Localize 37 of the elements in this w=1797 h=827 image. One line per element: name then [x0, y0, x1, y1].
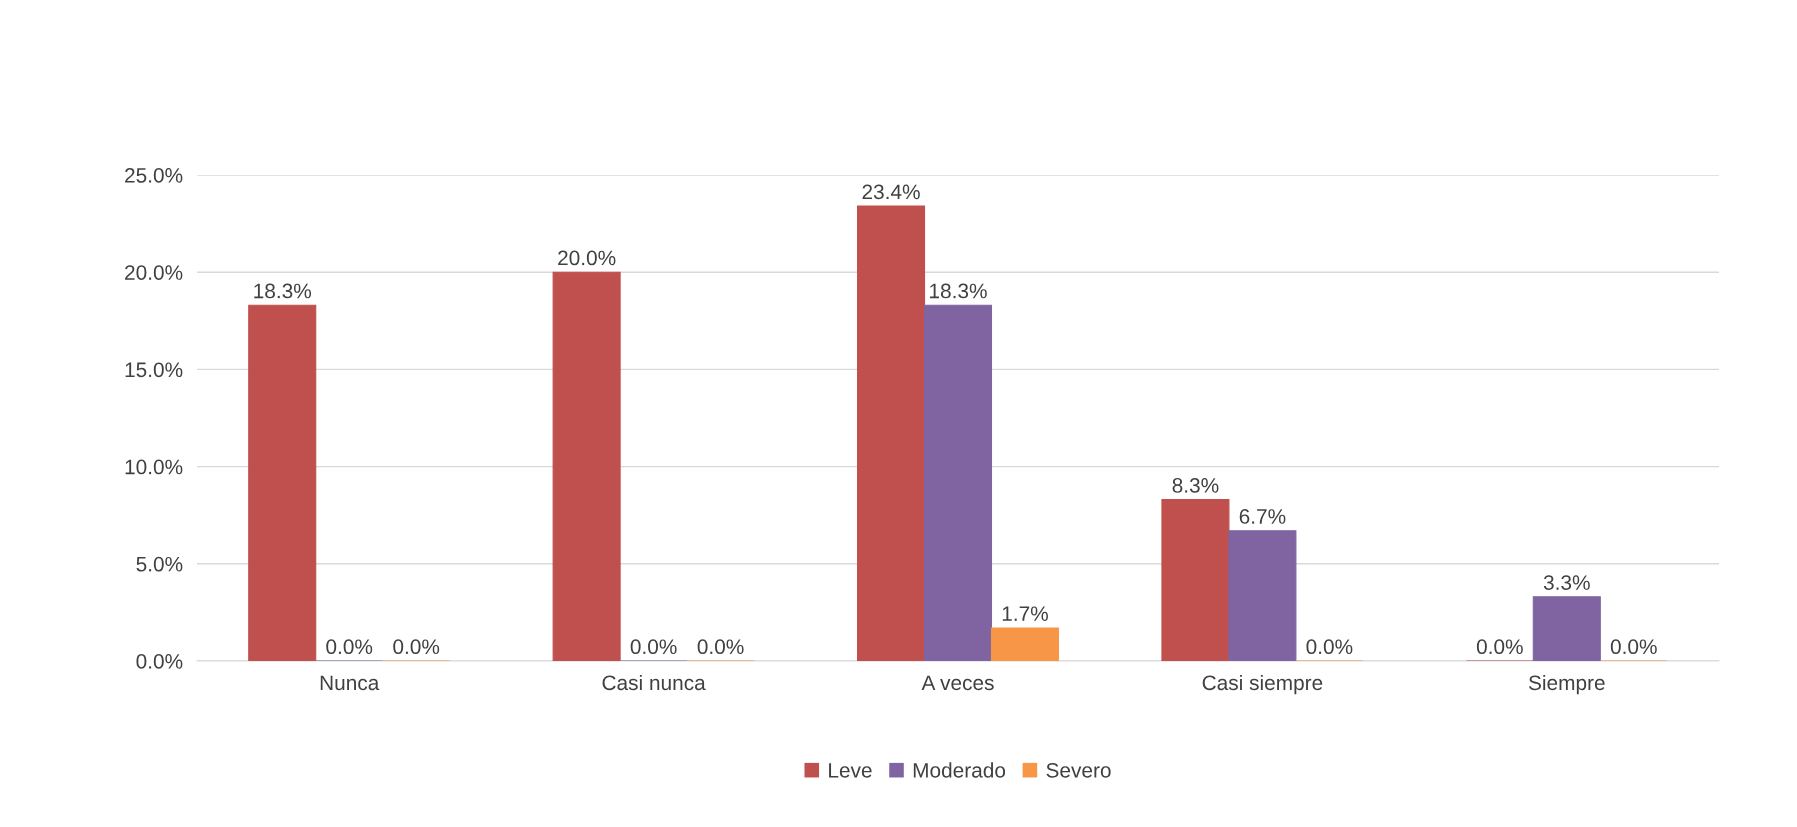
legend-label: Leve: [829, 763, 872, 778]
data-label: 23.4%: [862, 184, 920, 200]
legend-label: Severo: [1046, 762, 1111, 778]
data-label: 0.0%: [1306, 639, 1353, 655]
y-tick-label: 15.0%: [125, 362, 183, 378]
data-label: 0.0%: [1476, 639, 1523, 655]
data-label: 0.0%: [326, 639, 373, 655]
bar: [1228, 530, 1297, 661]
data-label: 18.3%: [254, 283, 312, 299]
bar: [856, 205, 926, 661]
bar: [923, 304, 993, 661]
y-tick-label: 10.0%: [125, 459, 183, 475]
y-tick-label: 20.0%: [125, 265, 183, 280]
data-label: 3.3%: [1543, 575, 1590, 590]
data-label: 0.0%: [1610, 639, 1657, 655]
x-tick-label: Casi siempre: [1202, 674, 1323, 695]
x-tick-label: Siempre: [1528, 674, 1605, 695]
data-label: 18.3%: [930, 283, 987, 299]
legend-label: Moderado: [913, 762, 1006, 778]
bar: [1532, 596, 1601, 661]
data-label: 1.7%: [1002, 606, 1048, 621]
data-label: 6.7%: [1239, 509, 1286, 524]
bar: [990, 627, 1060, 661]
data-label: 0.0%: [393, 639, 440, 655]
y-tick-label: 25.0%: [125, 168, 183, 183]
bar: [248, 304, 317, 661]
bar: [1161, 499, 1230, 661]
data-label: 0.0%: [630, 639, 677, 655]
data-label: 0.0%: [697, 639, 744, 655]
x-tick-label: Nunca: [320, 675, 380, 691]
x-tick-label: Casi nunca: [602, 674, 706, 691]
y-tick-label: 0.0%: [136, 654, 183, 669]
x-tick-label: A veces: [921, 675, 994, 691]
y-tick-label: 5.0%: [136, 556, 183, 572]
data-label: 20.0%: [558, 250, 616, 266]
bar: [552, 271, 621, 661]
data-label: 8.3%: [1172, 478, 1219, 493]
